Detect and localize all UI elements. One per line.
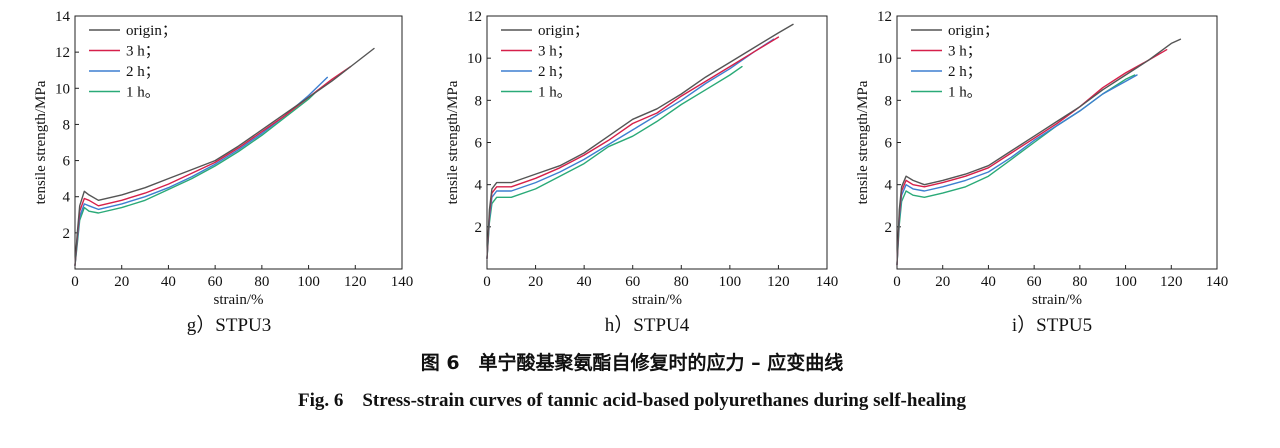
x-tick-label: 140 xyxy=(816,274,839,290)
x-axis-title: strain/% xyxy=(632,292,682,308)
x-tick-label: 0 xyxy=(483,274,491,290)
legend-entry: 1 h。 xyxy=(948,85,982,101)
y-tick-label: 12 xyxy=(467,9,482,25)
x-tick-label: 120 xyxy=(767,274,790,290)
y-tick-label: 2 xyxy=(63,226,71,242)
chart-panel-stpu5: 0 20 40 60 80 100 120 140 2 4 6 8 10 12 strain/% tensil… xyxy=(855,9,1228,308)
x-tick-label: 140 xyxy=(391,274,414,290)
x-tick-label: 20 xyxy=(114,274,129,290)
figure-caption-chinese: 图 6 单宁酸基聚氨酯自修复时的应力 – 应变曲线 xyxy=(421,351,844,374)
y-tick-label: 12 xyxy=(55,45,70,61)
legend-entry: origin； xyxy=(538,23,589,39)
x-tick-label: 100 xyxy=(719,274,742,290)
x-tick-label: 80 xyxy=(1072,274,1087,290)
x-tick-label: 120 xyxy=(1160,274,1183,290)
plot-frame xyxy=(896,15,1218,270)
x-tick-label: 20 xyxy=(935,274,950,290)
y-axis-title: tensile strength/MPa xyxy=(445,80,461,204)
x-tick-label: 20 xyxy=(528,274,543,290)
legend-entry: 3 h； xyxy=(538,44,572,60)
series-line-0 xyxy=(896,38,1182,266)
y-tick-label: 10 xyxy=(467,51,482,67)
chart-panel-stpu3: 0 20 40 60 80 100 120 140 2 4 6 8 10 12 14 strain/% tens… xyxy=(33,9,413,308)
series-line-3 xyxy=(74,89,319,267)
legend-entry: 2 h； xyxy=(126,64,160,80)
x-tick-label: 60 xyxy=(208,274,223,290)
legend-entry: 3 h； xyxy=(126,44,160,60)
y-tick-label: 4 xyxy=(475,178,483,194)
legend-entry: 2 h； xyxy=(948,64,982,80)
chart-panel-stpu4: 0 20 40 60 80 100 120 140 2 4 6 8 10 12 strain/% tensil… xyxy=(445,9,838,308)
x-tick-label: 120 xyxy=(344,274,367,290)
y-tick-label: 10 xyxy=(877,51,892,67)
series-line-3 xyxy=(486,65,743,260)
y-tick-label: 10 xyxy=(55,81,70,97)
series-line-3 xyxy=(896,74,1136,266)
figure-caption-english: Fig. 6 Stress-strain curves of tannic ac… xyxy=(298,390,967,411)
legend-entry: origin； xyxy=(948,23,999,39)
x-axis-title: strain/% xyxy=(214,292,264,308)
y-axis-title: tensile strength/MPa xyxy=(855,80,871,204)
x-tick-label: 0 xyxy=(71,274,79,290)
panel-label-g: g）STPU3 xyxy=(187,314,271,336)
series-line-2 xyxy=(896,74,1138,266)
y-tick-label: 6 xyxy=(63,154,71,170)
legend-entry: 2 h； xyxy=(538,64,572,80)
x-tick-label: 40 xyxy=(981,274,996,290)
x-tick-label: 0 xyxy=(893,274,901,290)
x-axis-title: strain/% xyxy=(1032,292,1082,308)
panel-label-h: h）STPU4 xyxy=(605,314,690,336)
legend-entry: 1 h。 xyxy=(126,85,160,101)
x-tick-label: 80 xyxy=(254,274,269,290)
legend-entry: 1 h。 xyxy=(538,85,572,101)
y-tick-label: 6 xyxy=(885,136,893,152)
x-tick-label: 100 xyxy=(1114,274,1137,290)
y-tick-label: 2 xyxy=(885,220,893,236)
panel-label-i: i）STPU5 xyxy=(1012,314,1092,336)
series-line-2 xyxy=(486,38,775,260)
series-line-1 xyxy=(486,36,780,260)
series-line-0 xyxy=(74,47,375,267)
x-tick-label: 60 xyxy=(625,274,640,290)
y-tick-label: 6 xyxy=(475,136,483,152)
y-tick-label: 8 xyxy=(885,93,893,109)
x-tick-label: 80 xyxy=(674,274,689,290)
y-tick-label: 14 xyxy=(55,9,71,25)
x-tick-label: 100 xyxy=(297,274,320,290)
y-axis-title: tensile strength/MPa xyxy=(33,80,49,204)
legend-entry: 3 h； xyxy=(948,44,982,60)
series-line-2 xyxy=(74,76,328,267)
y-tick-label: 8 xyxy=(475,93,483,109)
plot-frame xyxy=(74,15,403,270)
x-tick-label: 40 xyxy=(577,274,592,290)
x-tick-label: 60 xyxy=(1027,274,1042,290)
legend-entry: origin； xyxy=(126,23,177,39)
y-tick-label: 12 xyxy=(877,9,892,25)
x-tick-label: 40 xyxy=(161,274,176,290)
series-line-1 xyxy=(896,49,1168,266)
series-line-1 xyxy=(74,65,352,267)
y-tick-label: 2 xyxy=(475,220,483,236)
y-tick-label: 8 xyxy=(63,117,71,133)
y-tick-label: 4 xyxy=(885,178,893,194)
series-line-0 xyxy=(486,23,794,260)
x-tick-label: 140 xyxy=(1206,274,1229,290)
y-tick-label: 4 xyxy=(63,190,71,206)
